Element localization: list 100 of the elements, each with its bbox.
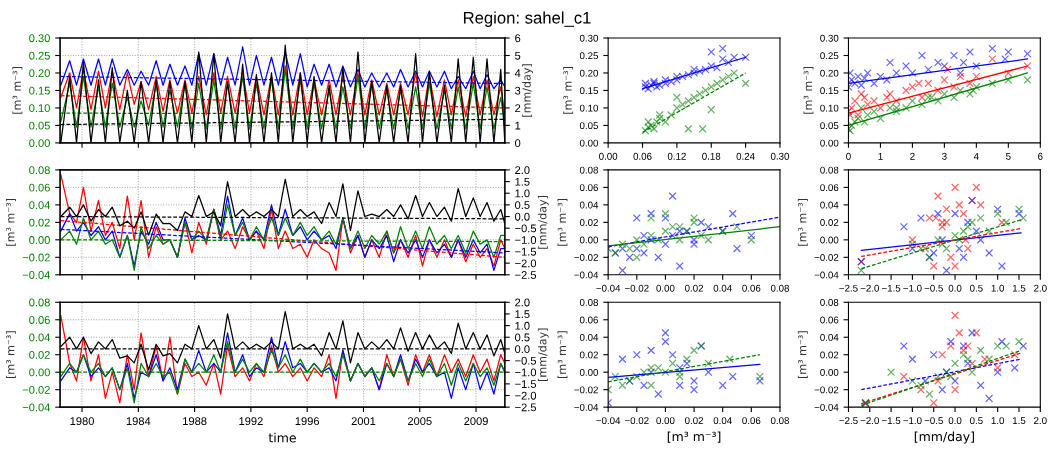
y-tick-label: 0.00: [29, 368, 50, 377]
y-tick-label: 0.15: [579, 87, 599, 95]
y-tick-label: −0.02: [574, 254, 598, 261]
y-tick-label: 0.04: [820, 201, 839, 209]
x-tick-label: 4: [973, 152, 979, 160]
y-tick-label: 0.06: [820, 316, 839, 324]
x-tick-label: −1.5: [881, 417, 901, 425]
y2-tick-label: 5: [515, 51, 521, 60]
x-tick-label: 1: [878, 152, 883, 160]
x-tick-label: 0.08: [770, 284, 789, 292]
y-tick-label: 0.06: [579, 316, 599, 324]
x-tick-label: 5: [1006, 152, 1011, 160]
y-tick-label: 0.10: [29, 104, 50, 113]
y-tick-label: 0.08: [579, 299, 599, 306]
x-tick-label: 2.0: [1034, 417, 1047, 425]
x-tick-label: 0.06: [633, 152, 652, 160]
x-tick-label: 0.30: [770, 152, 790, 160]
y2-axis-title: [mm/day]: [522, 64, 533, 117]
x-tick-label: 0.5: [969, 284, 983, 292]
x-tick-label: 1980: [70, 417, 94, 426]
chart-title: Region: sahel_c1: [463, 11, 591, 27]
y-tick-label: −0.04: [814, 271, 839, 279]
x-tick-label: 1.0: [991, 284, 1005, 292]
y-axis-title: [m³ m⁻³]: [5, 331, 16, 379]
y-tick-label: 0.06: [29, 316, 50, 324]
x-tick-label: −2.0: [860, 417, 879, 425]
y-tick-label: 0.06: [579, 184, 599, 192]
y-tick-label: −0.02: [574, 386, 598, 394]
x-tick-label: −1.5: [881, 284, 901, 292]
x-tick-label: 1988: [183, 417, 207, 426]
y-axis-title: [m³ m⁻³]: [797, 199, 808, 246]
y-tick-label: 0.05: [820, 122, 839, 130]
y2-tick-label: −1.0: [515, 368, 537, 377]
x-tick-label: 6: [1038, 152, 1043, 160]
y2-axis-title: [mm/day]: [537, 328, 549, 382]
x-tick-label: 1984: [126, 417, 151, 426]
y2-tick-label: 2: [515, 104, 521, 112]
x-axis-title: [m³ m⁻³]: [667, 431, 721, 443]
x-tick-label: 0.00: [656, 417, 675, 425]
x-tick-label: 0.08: [770, 417, 789, 425]
x-tick-label: 0.5: [969, 417, 983, 425]
y2-tick-label: 0: [515, 139, 521, 148]
x-tick-label: −1.0: [903, 417, 922, 425]
y-axis-title: [m³ m⁻³]: [797, 331, 808, 379]
x-tick-label: 0.12: [667, 152, 686, 160]
y2-tick-label: −2.5: [515, 403, 537, 412]
y-tick-label: 0.00: [29, 139, 50, 148]
x-tick-label: −0.04: [596, 417, 621, 425]
y2-axis-title: [mm/day]: [537, 196, 549, 249]
y-axis-title: [m³ m⁻³]: [12, 67, 23, 114]
y-tick-label: −0.02: [22, 253, 50, 262]
x-tick-label: 1.5: [1012, 284, 1026, 292]
x-axis-title: [mm/day]: [914, 431, 974, 444]
y-tick-label: 0.02: [29, 218, 50, 227]
x-tick-label: −0.02: [624, 417, 649, 425]
y2-tick-label: 2.0: [515, 298, 530, 307]
y-tick-label: 0.02: [820, 219, 839, 226]
x-tick-label: −0.02: [624, 284, 649, 292]
y2-tick-label: 0.5: [515, 333, 530, 342]
y2-tick-label: −2.5: [515, 271, 537, 279]
y-tick-label: 0.00: [579, 139, 599, 147]
y2-tick-label: 4: [514, 69, 521, 77]
y-tick-label: 0.04: [579, 333, 599, 341]
y-tick-label: −0.02: [814, 386, 839, 394]
x-tick-label: 0.02: [684, 417, 704, 425]
y-tick-label: 0.02: [579, 351, 598, 359]
y-tick-label: 0.06: [820, 184, 839, 192]
y-tick-label: 0.08: [820, 166, 839, 174]
y-tick-label: 0.06: [29, 183, 50, 192]
x-tick-label: 0.04: [713, 417, 732, 425]
x-tick-label: 0.0: [948, 417, 962, 425]
x-tick-label: 1996: [295, 417, 320, 426]
x-tick-label: −0.5: [924, 284, 943, 292]
y2-tick-label: 1.5: [515, 310, 530, 319]
y2-tick-label: −1.5: [515, 380, 537, 388]
y-tick-label: 0.05: [29, 121, 50, 130]
y2-tick-label: 1.0: [515, 189, 530, 198]
y-tick-label: 0.04: [29, 201, 51, 210]
y-tick-label: −0.02: [22, 385, 50, 394]
y-tick-label: 0.00: [820, 236, 839, 244]
y-tick-label: 0.00: [29, 236, 50, 244]
y-tick-label: −0.04: [22, 271, 51, 279]
x-tick-label: −2.5: [839, 284, 858, 292]
x-tick-label: 2: [910, 152, 915, 160]
line-series: [60, 46, 505, 90]
y-tick-label: 0.15: [29, 86, 50, 95]
x-tick-label: 0.06: [742, 417, 761, 425]
y-tick-label: 0.02: [29, 350, 50, 359]
x-tick-label: 1992: [239, 417, 263, 426]
x-tick-label: 3: [942, 152, 947, 160]
y-tick-label: 0.04: [579, 201, 599, 209]
y-tick-label: 0.25: [579, 52, 599, 60]
y-tick-label: 0.20: [579, 69, 599, 77]
y-tick-label: 0.00: [579, 368, 599, 376]
y2-tick-label: 0.0: [515, 345, 530, 354]
x-tick-label: −0.04: [596, 284, 621, 292]
y-tick-label: 0.10: [820, 104, 839, 112]
x-tick-label: 0.04: [713, 284, 732, 292]
y-tick-label: 0.15: [820, 87, 839, 95]
x-tick-label: 0.0: [948, 284, 962, 292]
